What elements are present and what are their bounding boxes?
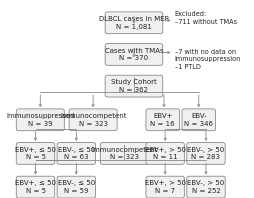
FancyBboxPatch shape [146, 176, 184, 198]
Text: Immunocompetent
N = 323: Immunocompetent N = 323 [60, 113, 126, 127]
FancyBboxPatch shape [105, 75, 163, 97]
FancyBboxPatch shape [187, 176, 225, 198]
FancyBboxPatch shape [105, 12, 163, 34]
Text: EBV+, > 50
N = 7: EBV+, > 50 N = 7 [145, 180, 186, 194]
Text: DLBCL cases in MER
N = 1,081: DLBCL cases in MER N = 1,081 [99, 16, 169, 30]
Text: EBV-
N = 346: EBV- N = 346 [184, 113, 213, 127]
Text: EBV+, ≤ 50
N = 5: EBV+, ≤ 50 N = 5 [15, 180, 56, 194]
Text: EBV+
N = 16: EBV+ N = 16 [150, 113, 175, 127]
Text: Study Cohort
N = 362: Study Cohort N = 362 [111, 79, 157, 93]
Text: immunosuppression: immunosuppression [175, 56, 241, 62]
Text: EBV-, > 50
N = 252: EBV-, > 50 N = 252 [187, 180, 225, 194]
Text: Cases with TMAs
N = 370: Cases with TMAs N = 370 [105, 48, 163, 61]
FancyBboxPatch shape [105, 44, 163, 65]
Text: –711 without TMAs: –711 without TMAs [175, 19, 237, 25]
Text: EBV-, ≤ 50
N = 59: EBV-, ≤ 50 N = 59 [58, 180, 95, 194]
Text: Immunosuppressed
N = 39: Immunosuppressed N = 39 [6, 113, 75, 127]
FancyBboxPatch shape [57, 176, 96, 198]
Text: Excluded:: Excluded: [175, 11, 207, 17]
Text: Immunocompetent
N = 323: Immunocompetent N = 323 [91, 147, 157, 160]
FancyBboxPatch shape [100, 143, 148, 164]
FancyBboxPatch shape [16, 176, 55, 198]
FancyBboxPatch shape [69, 109, 117, 131]
FancyBboxPatch shape [57, 143, 96, 164]
FancyBboxPatch shape [182, 109, 216, 131]
FancyBboxPatch shape [16, 109, 64, 131]
Text: EBV-, > 50
N = 283: EBV-, > 50 N = 283 [187, 147, 225, 160]
FancyBboxPatch shape [187, 143, 225, 164]
FancyBboxPatch shape [146, 143, 184, 164]
FancyBboxPatch shape [16, 143, 55, 164]
FancyBboxPatch shape [146, 109, 180, 131]
Text: –1 PTLD: –1 PTLD [175, 64, 201, 70]
Text: EBV+, > 50
N = 11: EBV+, > 50 N = 11 [145, 147, 186, 160]
Text: –7 with no data on: –7 with no data on [175, 49, 236, 54]
Text: EBV+, ≤ 50
N = 5: EBV+, ≤ 50 N = 5 [15, 147, 56, 160]
Text: EBV-, ≤ 50
N = 63: EBV-, ≤ 50 N = 63 [58, 147, 95, 160]
